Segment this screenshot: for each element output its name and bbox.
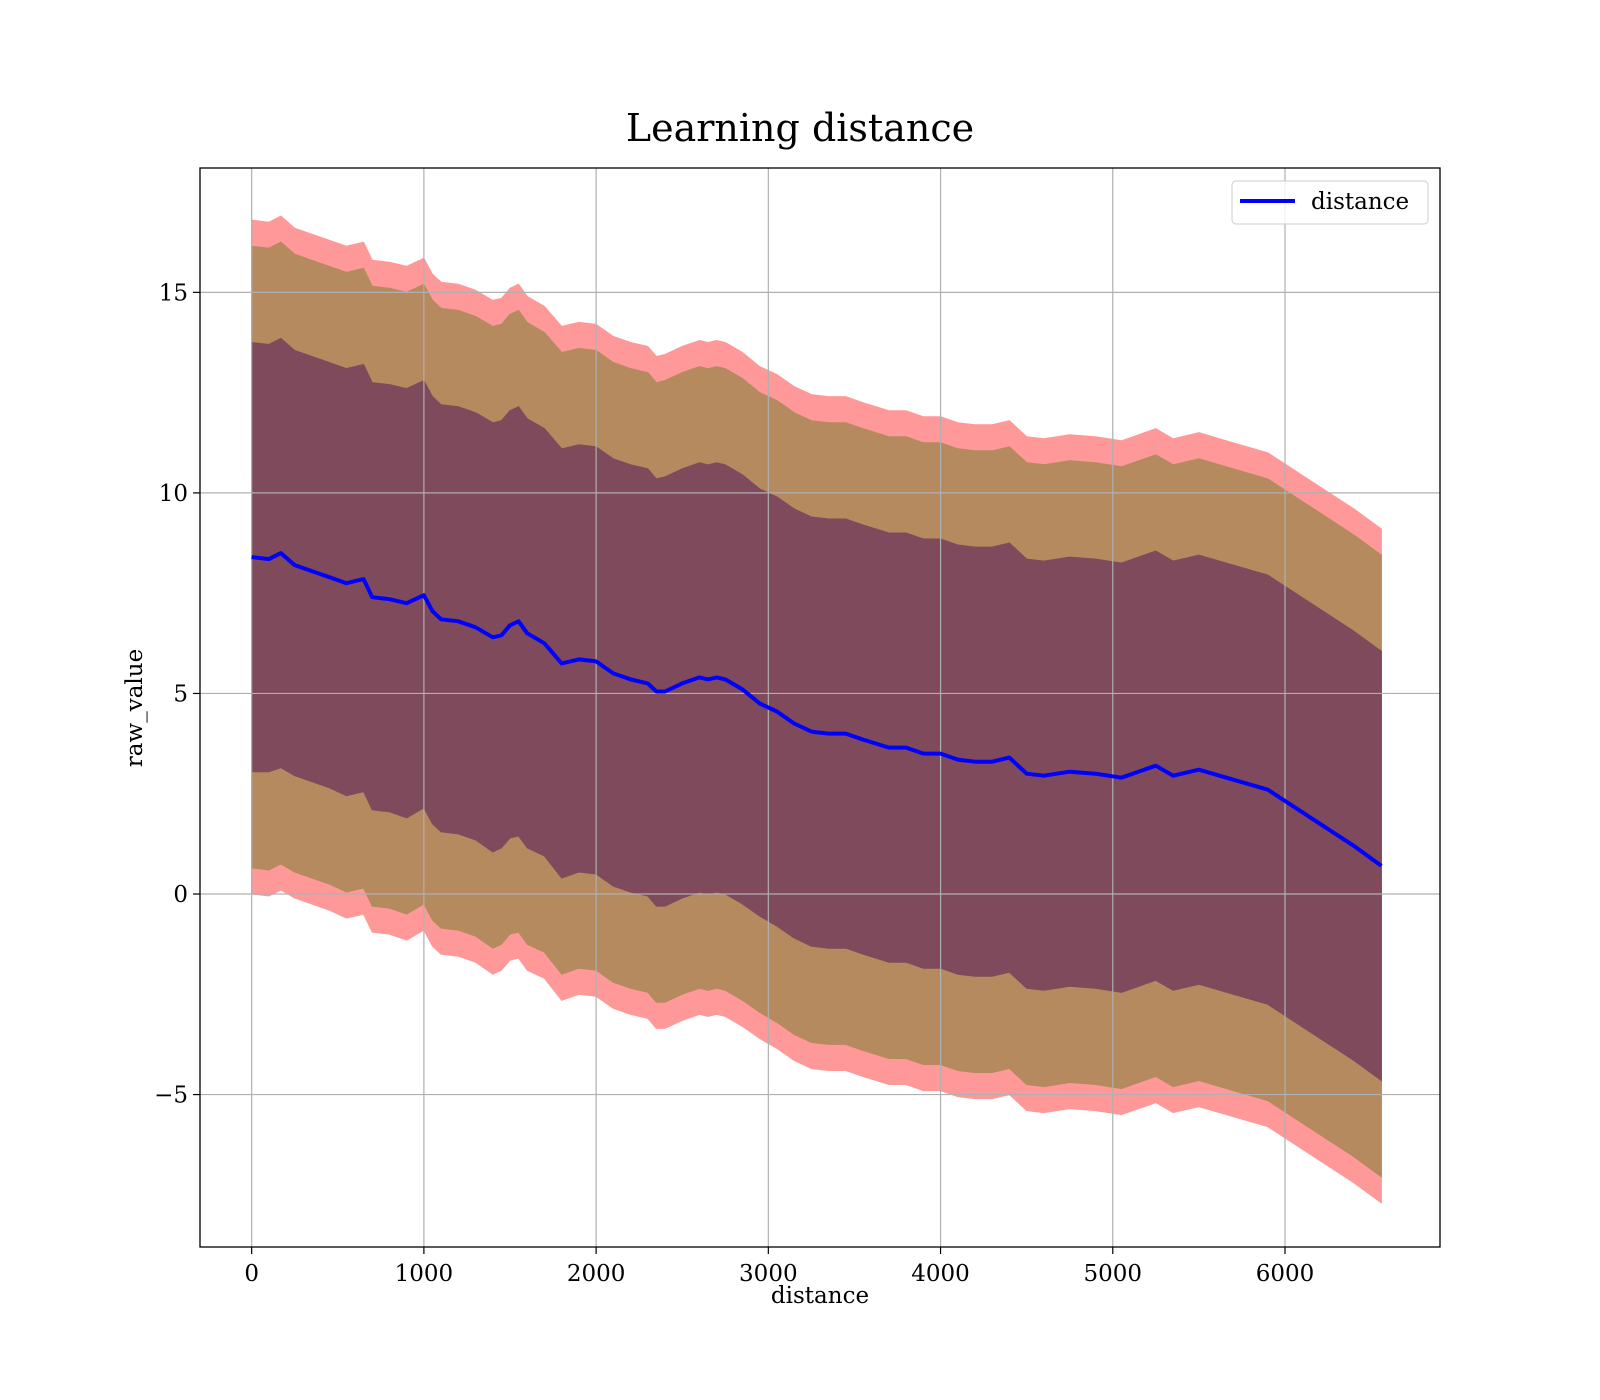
y-tick-label: 5 — [173, 681, 188, 707]
legend: distance — [1231, 180, 1429, 225]
y-tick-label: −5 — [154, 1083, 188, 1109]
x-tick-label: 1000 — [395, 1261, 454, 1287]
y-axis-label: raw_value — [122, 649, 148, 767]
x-axis-label: distance — [771, 1283, 869, 1309]
confidence-bands — [251, 215, 1382, 1204]
series-line-distance — [251, 551, 1383, 868]
x-tick-label: 2000 — [567, 1261, 626, 1287]
x-tick-label: 5000 — [1084, 1261, 1143, 1287]
grid-lines — [200, 168, 1440, 1247]
y-tick-label: 15 — [159, 280, 188, 306]
x-tick-label: 3000 — [739, 1261, 798, 1287]
x-tick-label: 6000 — [1256, 1261, 1315, 1287]
x-tick-label: 0 — [244, 1261, 259, 1287]
chart-title: Learning distance — [626, 106, 974, 150]
legend-box — [1231, 180, 1429, 225]
legend-label-distance: distance — [1311, 189, 1409, 215]
x-axis-ticks: 0 1000 2000 3000 4000 5000 6000 — [244, 1247, 1314, 1287]
y-axis-ticks: −5 0 5 10 15 — [154, 280, 200, 1109]
y-tick-label: 10 — [159, 481, 188, 507]
band-inner — [251, 337, 1382, 1082]
x-tick-label: 4000 — [911, 1261, 970, 1287]
series-layer — [251, 551, 1383, 868]
plot-frame — [199, 167, 1441, 1248]
y-tick-label: 0 — [173, 882, 188, 908]
